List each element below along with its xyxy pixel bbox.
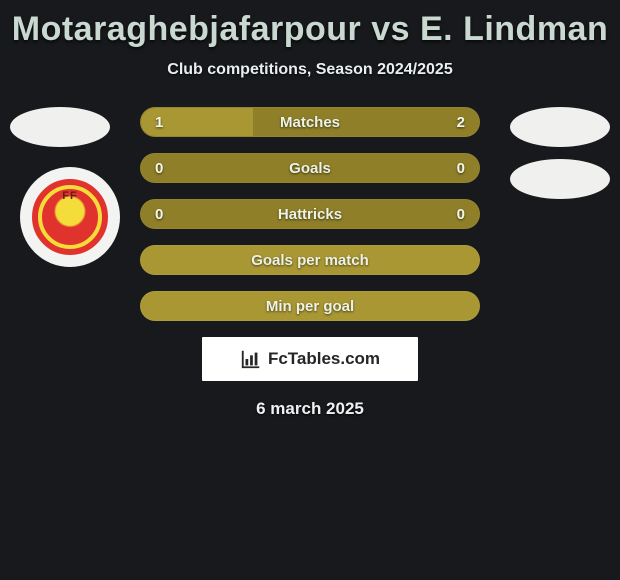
stat-bars: 1 Matches 2 0 Goals 0 0 Hattricks 0 Goals per mat… bbox=[140, 107, 480, 321]
date-text: 6 march 2025 bbox=[0, 399, 620, 419]
page-subtitle: Club competitions, Season 2024/2025 bbox=[0, 61, 620, 79]
stat-value-right: 0 bbox=[457, 200, 465, 228]
stat-label: Goals per match bbox=[251, 252, 369, 269]
stat-label: Hattricks bbox=[278, 206, 342, 223]
branding-text: FcTables.com bbox=[268, 349, 380, 369]
stat-label: Goals bbox=[289, 160, 331, 177]
stat-bar-goals-per-match: Goals per match bbox=[140, 245, 480, 275]
stat-bar-min-per-goal: Min per goal bbox=[140, 291, 480, 321]
stat-value-right: 0 bbox=[457, 154, 465, 182]
branding-banner: FcTables.com bbox=[202, 337, 418, 381]
player1-flag bbox=[10, 107, 110, 147]
stat-label: Matches bbox=[280, 114, 340, 131]
stat-value-left: 0 bbox=[155, 200, 163, 228]
comparison-stage: 1 Matches 2 0 Goals 0 0 Hattricks 0 Goals per mat… bbox=[0, 107, 620, 419]
player2-club-badge bbox=[510, 159, 610, 199]
player2-flag bbox=[510, 107, 610, 147]
stat-bar-hattricks: 0 Hattricks 0 bbox=[140, 199, 480, 229]
kalmar-ff-crest bbox=[32, 179, 108, 255]
stat-value-right: 2 bbox=[457, 108, 465, 136]
page-title: Motaraghebjafarpour vs E. Lindman bbox=[0, 0, 620, 49]
stat-label: Min per goal bbox=[266, 298, 354, 315]
stat-value-left: 1 bbox=[155, 108, 163, 136]
stat-value-left: 0 bbox=[155, 154, 163, 182]
stat-bar-matches: 1 Matches 2 bbox=[140, 107, 480, 137]
chart-icon bbox=[240, 348, 262, 370]
stat-bar-goals: 0 Goals 0 bbox=[140, 153, 480, 183]
player1-club-badge bbox=[20, 167, 120, 267]
